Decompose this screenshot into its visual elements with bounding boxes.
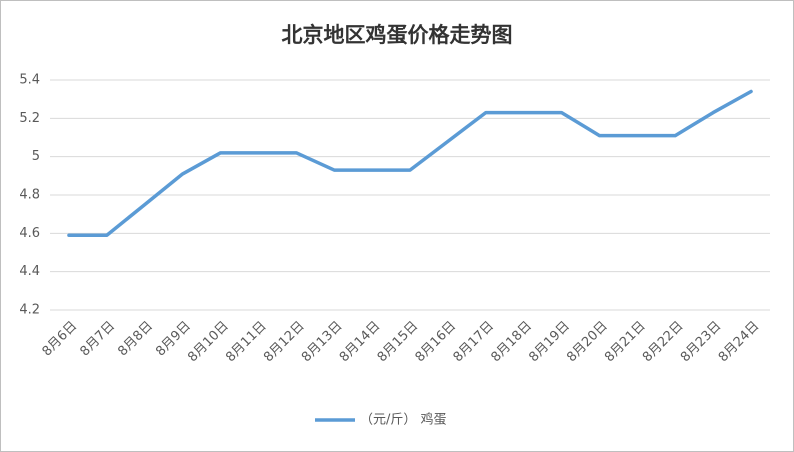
y-tick-label: 5 [32,149,40,164]
y-tick-label: 4.8 [19,188,40,203]
y-tick-label: 4.4 [19,264,40,279]
legend-label: （元/斤） 鸡蛋 [360,412,447,428]
series-line [67,89,753,237]
y-tick-label: 5.2 [19,111,40,126]
y-tick-label: 4.6 [19,226,40,241]
y-tick-label: 4.2 [19,303,40,318]
y-tick-label: 5.4 [19,73,40,88]
chart-title: 北京地区鸡蛋价格走势图 [282,23,513,47]
